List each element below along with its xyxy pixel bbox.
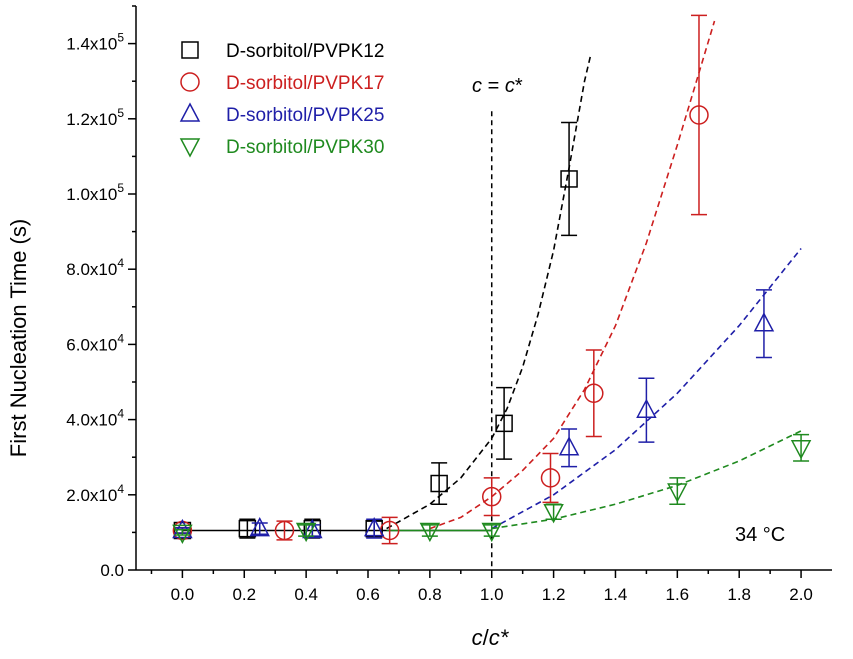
data-point [295,522,317,543]
legend-label: D-sorbitol/PVPK30 [226,137,384,158]
x-tick-label: 1.0 [480,585,504,604]
x-tick-label: 0.6 [356,585,380,604]
y-tick-label: 1.4x105 [66,31,124,54]
y-tick-label: 6.0x104 [66,331,124,354]
x-tick-label: 2.0 [789,585,813,604]
legend-label: D-sorbitol/PVPK12 [226,41,384,62]
data-point [540,468,561,488]
series-1 [172,14,716,545]
data-point [274,520,295,541]
y-tick-label: 8.0x104 [66,256,124,279]
data-point [302,518,323,539]
y-tick-label: 1.0x105 [66,181,124,204]
c-equals-cstar-annotation: c = c* [472,75,523,97]
x-tick-label: 1.8 [727,585,751,604]
data-point [481,486,502,507]
data-point [172,524,193,545]
data-point [753,312,775,332]
legend-marker [181,41,199,59]
data-point [419,522,441,543]
series-0 [173,54,592,540]
x-tick-label: 0.0 [171,585,195,604]
legend: D-sorbitol/PVPK12 D-sorbitol/PVPK17 D-sorb… [179,41,384,158]
data-point [560,170,578,188]
data-point [584,383,604,404]
y-axis-title: First Nucleation Time (s) [6,219,31,457]
y-tick-label: 1.2x105 [66,106,124,129]
fit-line [429,20,716,530]
series-3 [172,430,812,545]
legend-label: D-sorbitol/PVPK17 [226,73,384,94]
y-tick-label: 2.0x104 [66,482,124,505]
data-point [238,519,257,538]
axes: 0.0 0.2 0.4 0.6 0.8 1.0 1.2 1.4 1.6 1.8 2.0 0.0 2.0x… [66,5,832,604]
data-point [790,440,812,460]
data-point [636,398,657,418]
legend-marker [179,138,201,158]
y-tick-label: 4.0x104 [66,407,124,430]
y-tick-label: 0.0 [100,561,124,580]
data-point [481,522,502,543]
series-2 [172,247,802,539]
x-tick-label: 1.6 [666,585,690,604]
x-tick-label: 0.8 [418,585,442,604]
legend-marker [180,72,200,92]
data-point [173,521,192,540]
plot-area [172,14,812,570]
legend-label: D-sorbitol/PVPK25 [226,105,384,126]
data-point [495,414,513,433]
data-point [558,436,580,456]
x-tick-label: 1.4 [604,585,628,604]
x-axis-title: c/c* [472,625,510,650]
legend-marker [179,102,201,122]
data-point [249,517,270,537]
data-point [667,483,688,503]
x-tick-label: 1.2 [542,585,566,604]
x-tick-label: 0.4 [294,585,318,604]
data-point [543,503,564,524]
temperature-annotation: 34 °C [735,524,785,546]
data-point [363,517,385,537]
fit-line [386,54,592,530]
x-tick-label: 0.2 [232,585,256,604]
data-point [689,105,709,125]
fit-line [491,430,802,530]
data-point [430,474,448,493]
